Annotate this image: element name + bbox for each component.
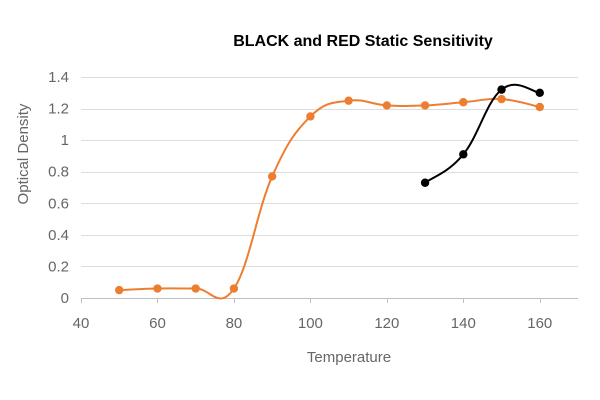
y-tick-label: 0.8 bbox=[48, 164, 69, 181]
y-tick-label: 1.2 bbox=[48, 101, 69, 118]
grid-lines bbox=[81, 77, 578, 267]
data-point-red bbox=[382, 101, 392, 110]
data-point-red bbox=[115, 285, 124, 295]
data-point-red bbox=[420, 101, 430, 110]
chart-title: BLACK and RED Static Sensitivity bbox=[233, 33, 493, 50]
data-point-red bbox=[535, 102, 544, 112]
y-tick-label: 1.4 bbox=[48, 69, 69, 86]
data-point-red bbox=[191, 284, 200, 293]
data-point-red bbox=[459, 98, 468, 107]
x-tick-label: 80 bbox=[226, 315, 243, 332]
series-line-red bbox=[118, 97, 541, 300]
x-tick-label: 160 bbox=[527, 315, 552, 332]
x-tick-label: 40 bbox=[73, 315, 90, 332]
data-point-black bbox=[535, 88, 544, 97]
data-point-red bbox=[306, 112, 315, 121]
x-tick-label: 60 bbox=[149, 315, 166, 332]
data-point-red bbox=[153, 284, 162, 293]
data-point-red bbox=[229, 284, 239, 293]
x-tick-label: 100 bbox=[298, 315, 323, 332]
data-series bbox=[115, 83, 544, 300]
data-point-red bbox=[344, 96, 353, 105]
series-line-black bbox=[424, 83, 541, 184]
x-tick-label: 120 bbox=[374, 315, 399, 332]
data-point-black bbox=[497, 85, 506, 94]
y-tick-label: 0.4 bbox=[48, 227, 69, 244]
x-tick-label: 140 bbox=[451, 315, 476, 332]
y-tick-label: 0.6 bbox=[48, 195, 69, 212]
y-axis-ticks: 0 0.2 0.4 0.6 0.8 1 1.2 1.4 bbox=[48, 69, 69, 307]
y-tick-label: 1 bbox=[61, 132, 69, 149]
data-point-red bbox=[497, 94, 506, 104]
x-axis-ticks: 40 60 80 100 120 140 160 bbox=[73, 298, 552, 332]
series-black bbox=[420, 83, 544, 187]
y-tick-label: 0.2 bbox=[48, 258, 69, 275]
data-point-black bbox=[420, 178, 430, 187]
y-tick-label: 0 bbox=[61, 290, 69, 307]
x-axis-label: Temperature bbox=[307, 349, 391, 366]
y-axis-label: Optical Density bbox=[15, 103, 32, 204]
data-point-red bbox=[267, 172, 277, 181]
data-point-black bbox=[459, 150, 468, 159]
series-red bbox=[115, 94, 544, 300]
